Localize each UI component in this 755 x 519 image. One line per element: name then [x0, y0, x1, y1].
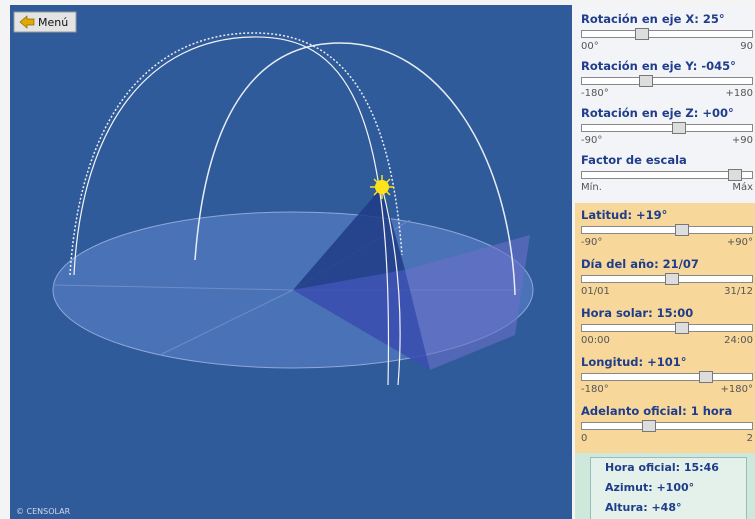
slider-min: 00° — [581, 41, 599, 52]
control-label: Latitud: +19° — [581, 208, 667, 222]
slider[interactable] — [581, 124, 753, 132]
app: Menú © CENSOLAR Rotación en eje X: 25°00… — [0, 0, 755, 519]
slider[interactable] — [581, 77, 753, 85]
control-label: Día del año: 21/07 — [581, 257, 699, 271]
control-label: Rotación en eje X: 25° — [581, 12, 725, 26]
slider[interactable] — [581, 171, 753, 179]
slider[interactable] — [581, 422, 753, 430]
control-label: Longitud: +101° — [581, 355, 687, 369]
slider-max: Máx — [732, 182, 753, 193]
slider[interactable] — [581, 226, 753, 234]
control-label: Rotación en eje Y: -045° — [581, 59, 736, 73]
slider-max: 90 — [740, 41, 753, 52]
scene-view: Menú © CENSOLAR — [10, 5, 572, 519]
credit: © CENSOLAR — [16, 507, 71, 516]
slider-min: -90° — [581, 135, 602, 146]
slider-min: 0 — [581, 433, 587, 444]
slider-thumb[interactable] — [672, 122, 686, 134]
result-text: Azimut: +100° — [605, 481, 694, 494]
sun-panel: Latitud: +19° -90° +90° Día del año: 21/07 0… — [575, 203, 755, 453]
slider-min: Mín. — [581, 182, 602, 193]
slider-max: 31/12 — [724, 286, 753, 297]
slider-min: 00:00 — [581, 335, 610, 346]
slider[interactable] — [581, 373, 753, 381]
slider-min: 01/01 — [581, 286, 610, 297]
slider-max: +90 — [732, 135, 753, 146]
result-text: Altura: +48° — [605, 501, 681, 514]
menu-label[interactable]: Menú — [38, 16, 68, 29]
control-label: Adelanto oficial: 1 hora — [581, 404, 732, 418]
slider[interactable] — [581, 30, 753, 38]
slider-thumb[interactable] — [665, 273, 679, 285]
slider-thumb[interactable] — [699, 371, 713, 383]
control-label: Factor de escala — [581, 153, 687, 167]
slider-max: +180° — [721, 384, 753, 395]
slider-thumb[interactable] — [639, 75, 653, 87]
slider[interactable] — [581, 275, 753, 283]
slider-thumb[interactable] — [675, 322, 689, 334]
view-panel: Rotación en eje X: 25° 00° 90 Rotación en e… — [575, 5, 755, 203]
slider-thumb[interactable] — [675, 224, 689, 236]
slider-min: -90° — [581, 237, 602, 248]
slider-max: 24:00 — [724, 335, 753, 346]
results-panel: Hora oficial: 15:46 Azimut: +100° Altura: … — [575, 453, 755, 519]
slider[interactable] — [581, 324, 753, 332]
menu-button[interactable]: Menú — [14, 12, 76, 32]
slider-min: -180° — [581, 384, 609, 395]
result-text: Hora oficial: 15:46 — [605, 461, 719, 474]
slider-thumb[interactable] — [642, 420, 656, 432]
control-label: Rotación en eje Z: +00° — [581, 106, 734, 120]
slider-thumb[interactable] — [728, 169, 742, 181]
slider-max: +90° — [727, 237, 753, 248]
slider-min: -180° — [581, 88, 609, 99]
control-label: Hora solar: 15:00 — [581, 306, 693, 320]
slider-max: 2 — [747, 433, 753, 444]
slider-thumb[interactable] — [635, 28, 649, 40]
slider-max: +180 — [726, 88, 753, 99]
